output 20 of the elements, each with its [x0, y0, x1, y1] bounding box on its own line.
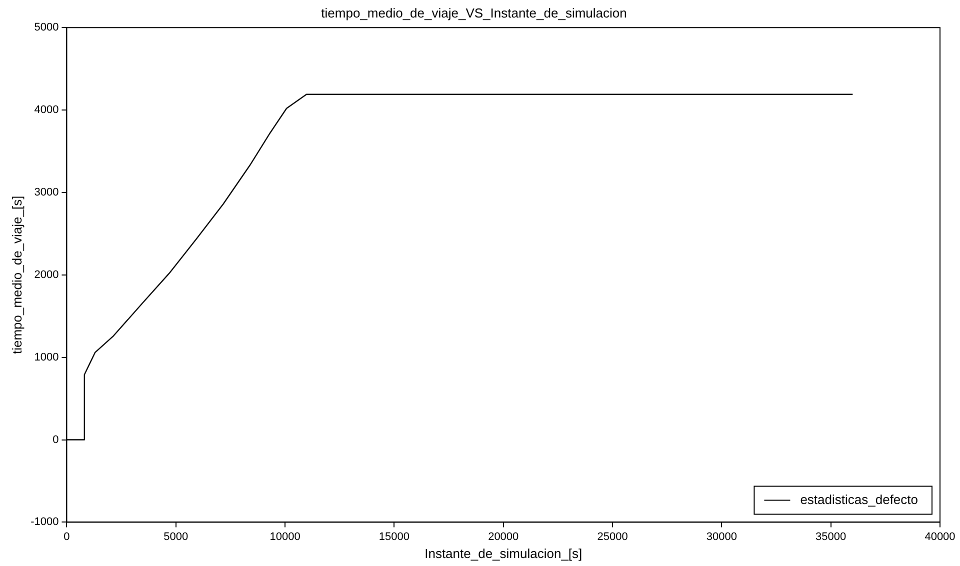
y-tick-label: 2000 [34, 268, 59, 281]
x-axis-title: Instante_de_simulacion_[s] [424, 546, 582, 561]
x-tick-label: 15000 [378, 530, 410, 543]
y-tick-label: 4000 [34, 104, 59, 116]
chart-title: tiempo_medio_de_viaje_VS_Instante_de_simulacion [321, 5, 627, 20]
y-tick-label: 1000 [34, 351, 59, 364]
x-tick-label: 5000 [164, 530, 188, 543]
x-tick-label: 25000 [597, 530, 628, 543]
y-tick-label: 5000 [34, 22, 59, 34]
x-tick-label: 20000 [488, 530, 519, 543]
y-tick-label: 3000 [34, 186, 59, 198]
x-tick-label: 0 [64, 530, 70, 543]
y-axis-title: tiempo_medio_de_viaje_[s] [9, 196, 24, 354]
y-tick-label: -1000 [30, 516, 59, 528]
x-tick-label: 40000 [924, 530, 956, 543]
x-tick-label: 10000 [270, 530, 300, 543]
legend-label: estadisticas_defecto [800, 492, 918, 507]
x-tick-label: 35000 [816, 530, 846, 543]
x-tick-label: 30000 [706, 530, 737, 543]
y-tick-label: 0 [52, 434, 59, 446]
